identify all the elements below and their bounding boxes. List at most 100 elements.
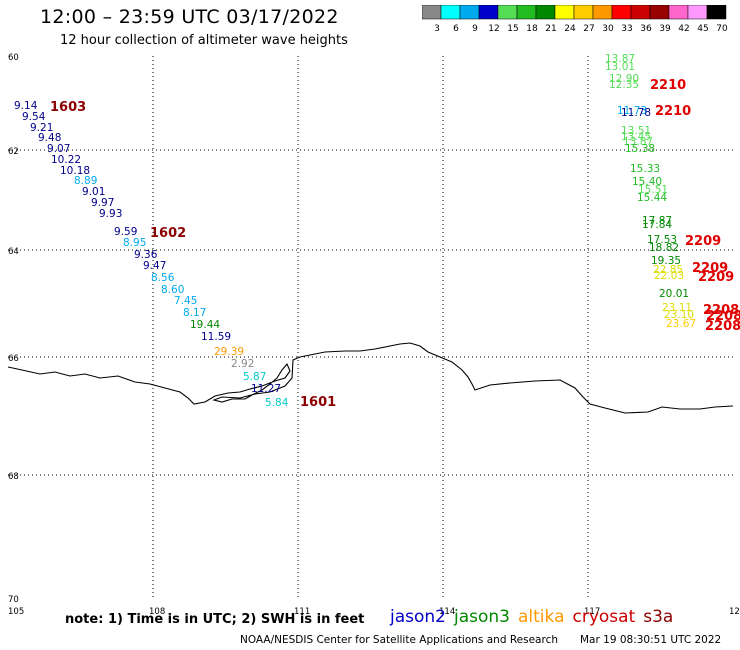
swh-observation: 11.59 bbox=[201, 331, 231, 343]
swh-observation: 9.48 bbox=[38, 132, 61, 144]
colorbar-label: 39 bbox=[659, 24, 671, 34]
swh-observation: 9.93 bbox=[99, 208, 122, 220]
timestamp: Mar 19 08:30:51 UTC 2022 bbox=[580, 634, 722, 646]
colorbar-label: 70 bbox=[716, 24, 728, 34]
colorbar-label: 27 bbox=[583, 24, 594, 34]
colorbar-label: 30 bbox=[602, 24, 614, 34]
swh-observation: 29.39 bbox=[214, 346, 244, 358]
map-title: 12:00 – 23:59 UTC 03/17/2022 bbox=[40, 6, 339, 28]
pass-time-label: 2210 bbox=[655, 104, 691, 119]
lat-lon-grid bbox=[8, 56, 733, 600]
pass-time-label: 2208 bbox=[703, 303, 739, 318]
swh-observation: 15.40 bbox=[632, 176, 662, 188]
colorbar-label: 45 bbox=[697, 24, 708, 34]
swh-observation: 17.84 bbox=[642, 219, 672, 231]
swh-observation: 10.18 bbox=[60, 165, 90, 177]
colorbar-label: 6 bbox=[453, 24, 459, 34]
swh-observation: 7.45 bbox=[174, 295, 197, 307]
colorbar-label: 18 bbox=[526, 24, 538, 34]
colorbar-label: 21 bbox=[545, 24, 556, 34]
swh-observation: 9.59 bbox=[114, 226, 137, 238]
swh-observation: 13.45 bbox=[621, 131, 651, 143]
swh-observation: 9.01 bbox=[82, 186, 105, 198]
swh-observation: 12.90 bbox=[609, 73, 639, 85]
pass-time-label: 2208 bbox=[705, 319, 740, 334]
legend-item: s3a bbox=[643, 607, 674, 627]
colorbar-label: 33 bbox=[621, 24, 632, 34]
y-tick-label: 66 bbox=[8, 354, 19, 364]
x-tick-label: 114 bbox=[439, 607, 455, 617]
colorbar-label: 42 bbox=[678, 24, 689, 34]
swh-observation: 2.92 bbox=[231, 358, 254, 370]
x-tick-label: 108 bbox=[149, 607, 165, 617]
swh-observation: 9.21 bbox=[30, 122, 53, 134]
swh-observation: 20.01 bbox=[659, 288, 689, 300]
swh-observation: 13.87 bbox=[623, 136, 653, 148]
axis-tick-labels: 105 108 111 114 117 120 60 62 64 66 68 70 bbox=[8, 53, 740, 617]
swh-observation: 8.89 bbox=[74, 175, 97, 187]
swh-observation: 9.54 bbox=[22, 111, 46, 123]
x-tick-label: 111 bbox=[294, 607, 310, 617]
swh-observation: 11.73 bbox=[617, 105, 647, 117]
map-subtitle: 12 hour collection of altimeter wave hei… bbox=[60, 33, 348, 48]
swh-observation: 23.11 bbox=[662, 302, 692, 314]
swh-observation: 22.03 bbox=[654, 270, 684, 282]
swh-observation: 9.36 bbox=[134, 249, 158, 261]
colorbar-swatch bbox=[706, 5, 727, 20]
swh-observation: 9.97 bbox=[91, 197, 114, 209]
x-tick-label: 120 bbox=[729, 607, 740, 617]
swh-observation: 9.47 bbox=[143, 260, 166, 272]
y-tick-label: 62 bbox=[8, 147, 19, 157]
pass-labels: 1603160216012210221022092209220922082208… bbox=[50, 78, 740, 410]
swh-observation: 10.22 bbox=[51, 154, 81, 166]
swh-observation: 11.27 bbox=[251, 383, 281, 395]
legend-item: altika bbox=[518, 607, 565, 627]
swh-observation: 15.38 bbox=[625, 143, 655, 155]
swh-observation: 8.56 bbox=[151, 272, 175, 284]
credit-text: NOAA/NESDIS Center for Satellite Applica… bbox=[240, 634, 558, 646]
swh-observation: 5.87 bbox=[243, 371, 266, 383]
swh-observation: 8.95 bbox=[123, 237, 146, 249]
pass-time-label: 1601 bbox=[300, 395, 336, 410]
swh-observation: 13.87 bbox=[605, 53, 635, 65]
swh-observation: 8.17 bbox=[183, 307, 206, 319]
swh-observation: 19.35 bbox=[651, 255, 681, 267]
footnote: note: 1) Time is in UTC; 2) SWH is in fe… bbox=[65, 612, 365, 627]
swh-observation: 11.78 bbox=[621, 107, 651, 119]
wave-height-observations: 9.149.549.219.489.0710.2210.188.899.019.… bbox=[14, 53, 696, 409]
y-tick-label: 68 bbox=[8, 472, 19, 482]
pass-time-label: 1603 bbox=[50, 100, 86, 115]
swh-observation: 18.82 bbox=[649, 242, 679, 254]
colorbar-label: 15 bbox=[507, 24, 518, 34]
satellite-legend: jason2 jason3 altika cryosat s3a bbox=[390, 607, 681, 627]
x-tick-label: 117 bbox=[584, 607, 600, 617]
credit-line: NOAA/NESDIS Center for Satellite Applica… bbox=[240, 634, 721, 646]
colorbar-label: 24 bbox=[564, 24, 576, 34]
swh-observation: 22.85 bbox=[653, 264, 683, 276]
x-tick-label: 105 bbox=[8, 607, 24, 617]
swh-observation: 17.87 bbox=[642, 215, 672, 227]
swh-observation: 23.67 bbox=[666, 318, 696, 330]
swh-observation: 9.14 bbox=[14, 100, 38, 112]
swh-observation: 12.35 bbox=[609, 79, 639, 91]
swh-observation: 5.84 bbox=[265, 397, 289, 409]
pass-time-label: 2209 bbox=[685, 234, 721, 249]
legend-item: jason3 bbox=[454, 607, 510, 627]
pass-time-label: 1602 bbox=[150, 226, 186, 241]
swh-observation: 17.53 bbox=[647, 234, 677, 246]
y-tick-label: 60 bbox=[8, 53, 19, 63]
swh-observation: 8.60 bbox=[161, 284, 184, 296]
pass-time-label: 2210 bbox=[650, 78, 686, 93]
legend-item: jason2 bbox=[390, 607, 446, 627]
colorbar-label: 9 bbox=[472, 24, 478, 34]
swh-observation: 9.07 bbox=[47, 143, 70, 155]
coastline bbox=[7, 342, 734, 414]
colorbar-label: 36 bbox=[640, 24, 652, 34]
y-tick-label: 64 bbox=[8, 247, 19, 257]
swh-observation: 19.44 bbox=[190, 319, 220, 331]
swh-observation: 23.10 bbox=[664, 309, 694, 321]
swh-observation: 13.51 bbox=[621, 125, 651, 137]
swh-observation: 15.33 bbox=[630, 163, 660, 175]
